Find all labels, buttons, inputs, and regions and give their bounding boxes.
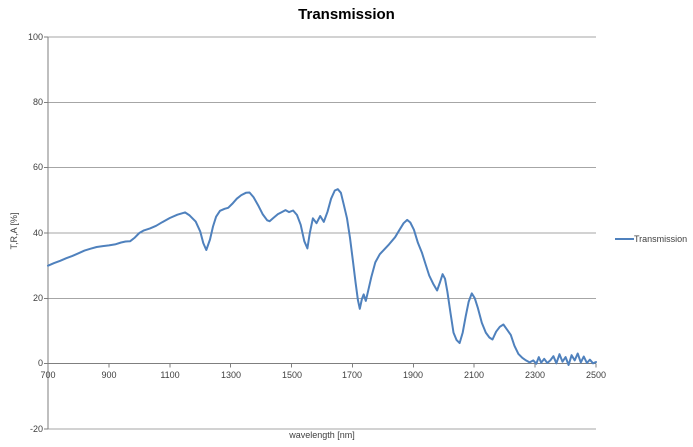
chart-title[interactable]: Transmission	[298, 6, 395, 23]
legend[interactable]: Transmission	[615, 234, 687, 244]
y-tick-label: -20	[29, 424, 43, 434]
series-line-transmission[interactable]	[47, 188, 597, 366]
x-tick-label: 2300	[524, 370, 546, 380]
y-axis-title: T,R,A [%]	[9, 212, 19, 250]
legend-line-marker-icon	[615, 238, 634, 240]
y-tick-label: 100	[27, 32, 43, 42]
x-tick-label: 900	[101, 370, 117, 380]
x-tick-label: 2500	[585, 370, 607, 380]
x-tick-label: 1900	[402, 370, 424, 380]
x-tick-label: 1700	[341, 370, 363, 380]
y-tick-label: 80	[32, 97, 43, 107]
x-axis-title: wavelength [nm]	[289, 430, 355, 440]
legend-entry-label[interactable]: Transmission	[634, 234, 688, 244]
x-tick-label: 2100	[463, 370, 485, 380]
y-tick-label: 40	[32, 228, 43, 238]
y-tick-label: 20	[32, 293, 43, 303]
x-tick-label: 1100	[160, 370, 180, 380]
x-tick-label: 1300	[220, 370, 242, 380]
x-tick-label: 700	[40, 370, 56, 380]
y-tick-label: 60	[32, 162, 43, 172]
y-tick-label: 0	[37, 358, 43, 368]
x-tick-label: 1500	[281, 370, 303, 380]
